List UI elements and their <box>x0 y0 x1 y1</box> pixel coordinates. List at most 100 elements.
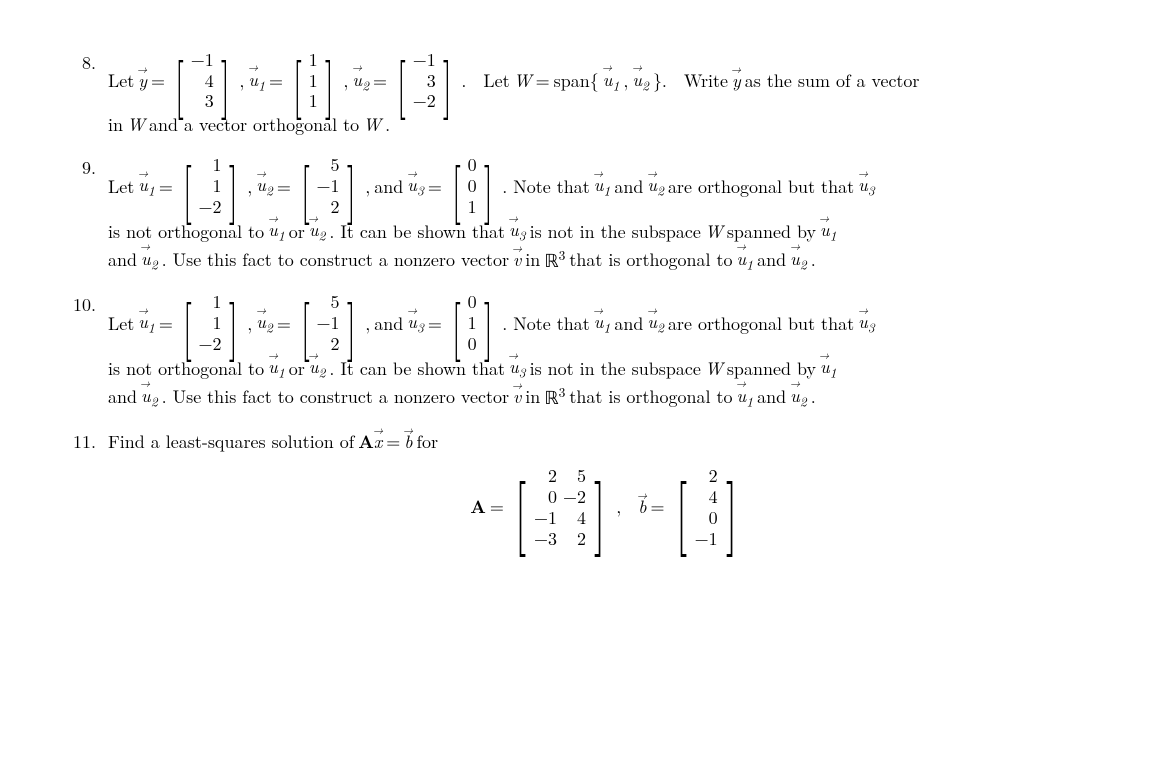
text-ortho-to: that is orthogonal to <box>569 247 732 272</box>
text-let: Let <box>108 174 134 199</box>
sub: 1 <box>603 181 610 200</box>
vec-u1: u <box>737 246 747 271</box>
sub: 1 <box>258 75 265 94</box>
vec-u2: u <box>256 172 266 197</box>
text-write: Write <box>684 68 728 93</box>
eq: = <box>650 494 664 519</box>
text-ortho-but: are orthogonal but that <box>668 174 854 199</box>
vec-u3: u <box>407 309 417 334</box>
text-span-close: }. <box>653 68 667 93</box>
problem-8: 8. Let y = [ −1 4 3 ] , u1 = [ 1 1 <box>60 50 1106 137</box>
text-for: for <box>417 429 439 454</box>
sep: , <box>247 174 252 199</box>
vec-u2: u <box>647 172 657 197</box>
sub: 1 <box>746 391 753 410</box>
text: is not in the subspace <box>530 356 701 381</box>
sub: 1 <box>603 318 610 337</box>
sub: 2 <box>657 181 664 200</box>
period: . <box>811 384 816 409</box>
eq: = <box>269 68 283 93</box>
sub: 2 <box>657 318 664 337</box>
problem-11: 11. Find a least-squares solution of Ax … <box>60 429 1106 549</box>
problem-body: Let u1 = [ 1 1 −2 ] , u2 = [ 5 −1 2 ] , <box>108 292 1106 411</box>
cell: −1 <box>695 528 718 549</box>
vec-x: x <box>374 429 382 454</box>
vec-u2: u <box>309 217 319 242</box>
vec-u3: u <box>858 172 868 197</box>
cell: 2 <box>548 465 557 486</box>
cell: 0 <box>548 486 557 507</box>
sep: , <box>623 68 628 93</box>
eq: = <box>386 429 400 454</box>
sub: 3 <box>417 318 424 337</box>
text-and: and <box>757 384 786 409</box>
period: . <box>385 112 390 137</box>
eq: = <box>373 68 387 93</box>
vec-u3: u <box>858 309 868 334</box>
text-and: and <box>374 311 403 336</box>
sep: , <box>365 311 370 336</box>
problem-number: 11. <box>60 429 108 549</box>
vec-b: b <box>638 494 646 519</box>
sub: 3 <box>868 181 875 200</box>
line-2: is not orthogonal to u1 or u2. It can be… <box>108 217 1106 245</box>
vec-u2: u <box>256 309 266 334</box>
sub: 2 <box>642 75 649 94</box>
text-ortho-but: are orthogonal but that <box>668 311 854 336</box>
sub: 2 <box>362 75 369 94</box>
line-1: Let u1 = [ 1 1 −2 ] , u2 = [ 5 −1 2 ] , <box>108 155 1106 217</box>
sub: 1 <box>148 181 155 200</box>
vec-y: y <box>732 68 741 93</box>
text-note: . Note that <box>502 174 590 199</box>
line-1: Let y = [ −1 4 3 ] , u1 = [ 1 1 1 <box>108 50 1106 112</box>
var-W: W <box>705 356 723 381</box>
sep: , <box>239 68 244 93</box>
text-in: in <box>525 247 540 272</box>
var-W: W <box>363 112 381 137</box>
sub: 2 <box>800 391 807 410</box>
problem-body: Let u1 = [ 1 1 −2 ] , u2 = [ 5 −1 2 ] , <box>108 155 1106 274</box>
sub: 1 <box>278 363 285 382</box>
real-symbol: ℝ <box>544 388 558 408</box>
vec-u2: u <box>141 246 151 271</box>
eq: = <box>277 311 291 336</box>
eq: = <box>159 311 173 336</box>
sub: 1 <box>612 75 619 94</box>
matrix-u2: [ −1 3 −2 ] <box>393 50 455 112</box>
problem-body: Find a least-squares solution of Ax = b … <box>108 429 1106 549</box>
sep: , <box>343 68 348 93</box>
sub: 1 <box>278 226 285 245</box>
line-1: Let u1 = [ 1 1 −2 ] , u2 = [ 5 −1 2 ] , <box>108 292 1106 354</box>
matrix-u2: [ 5 −1 2 ] <box>297 155 359 217</box>
vec-u3: u <box>407 172 417 197</box>
sub: 2 <box>266 181 273 200</box>
problem-number: 10. <box>60 292 108 411</box>
vec-u1: u <box>594 172 604 197</box>
vec-u1: u <box>603 67 613 92</box>
cell: 0 <box>468 334 477 355</box>
var-W: W <box>705 219 723 244</box>
matrix-u1: [ 1 1 −2 ] <box>179 292 241 354</box>
text: Find a least-squares solution of <box>108 429 354 454</box>
real-symbol: ℝ <box>544 251 558 271</box>
vec-u1: u <box>820 354 830 379</box>
period: . <box>461 68 466 93</box>
problem-number: 8. <box>60 50 108 137</box>
vec-u2: u <box>790 246 800 271</box>
text-and: and <box>108 384 137 409</box>
sub: 1 <box>830 363 837 382</box>
matrix-u3: [ 0 0 1 ] <box>448 155 496 217</box>
var-A: A <box>358 429 374 454</box>
text-and: and <box>614 174 643 199</box>
problem-number: 9. <box>60 155 108 274</box>
sub: 2 <box>318 363 325 382</box>
cell: −2 <box>199 197 222 218</box>
text-in: in <box>525 384 540 409</box>
eq: = <box>490 494 504 519</box>
var-A: A <box>470 494 486 519</box>
cell: −1 <box>534 507 557 528</box>
cell: 4 <box>577 507 586 528</box>
problem-9: 9. Let u1 = [ 1 1 −2 ] , u2 = [ 5 −1 2 ] <box>60 155 1106 274</box>
text-let-w: Let <box>483 68 509 93</box>
text: is not in the subspace <box>530 219 701 244</box>
